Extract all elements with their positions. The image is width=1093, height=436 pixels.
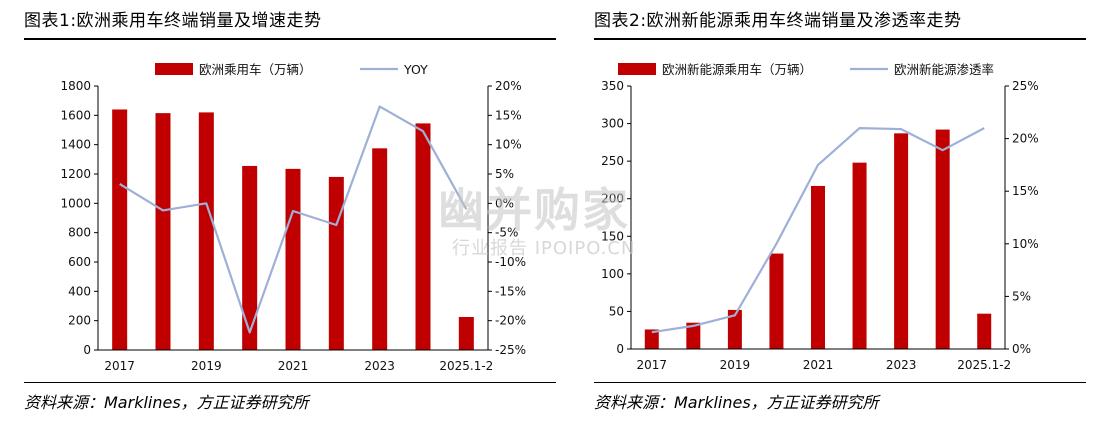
y-right-tick-label: 15% [495,108,522,122]
y-left-tick-label: 300 [601,117,624,131]
y-left-tick-label: 150 [601,229,624,243]
chart-source: 资料来源：Marklines，方正证券研究所 [24,393,309,412]
bar-2024 [935,129,950,349]
x-tick-label: 2019 [191,359,222,373]
legend-bar-swatch [155,63,193,75]
y-right-tick-label: 10% [495,138,522,152]
chart-panel-2: 图表2:欧洲新能源乘用车终端销量及渗透率走势 0 50 100 150 200 250 30… [570,0,1093,436]
bar-2023 [894,133,909,349]
y-right-tick-label: 0% [1012,342,1031,356]
x-tick-label: 2021 [803,358,834,372]
y-left-tick-label: 1800 [60,79,91,93]
line-series-欧洲新能源渗透率 [651,127,985,334]
bar-2022 [852,162,867,349]
y-right-tick-label: -20% [495,314,526,328]
legend-bar-label: 欧洲乘用车（万辆） [199,62,312,77]
legend-bar-label: 欧洲新能源乘用车（万辆） [662,62,812,77]
y-left-tick-label: 50 [609,304,624,318]
y-right-tick-label: 20% [495,79,522,93]
y-right-tick-label: -15% [495,284,526,298]
legend-bar-swatch [618,63,656,75]
y-left-tick-label: 250 [601,154,624,168]
y-left-tick-label: 1400 [60,138,91,152]
y-left-tick-label: 1000 [60,196,91,210]
x-tick-label: 2025.1-2 [957,358,1011,372]
y-right-tick-label: -10% [495,255,526,269]
x-tick-label: 2025.1-2 [439,359,493,373]
bar-2025.1-2 [977,313,992,349]
y-left-tick-label: 400 [68,284,91,298]
y-left-tick-label: 200 [601,192,624,206]
y-left-tick-label: 600 [68,255,91,269]
bar-2023 [372,148,388,350]
combo-chart-europe-nev-sales: 0 50 100 150 200 250 300 350 0% 5% 10% 15% 20% 25% 201… [601,62,1039,372]
y-right-tick-label: 0% [495,196,514,210]
y-right-tick-label: 15% [1012,184,1039,198]
x-tick-label: 2019 [720,358,751,372]
y-left-tick-label: 100 [601,267,624,281]
x-tick-label: 2021 [278,359,309,373]
x-tick-label: 2017 [637,358,668,372]
x-tick-label: 2023 [886,358,917,372]
bar-2017 [112,109,128,350]
bar-2021 [811,185,825,349]
y-right-tick-label: 5% [495,167,514,181]
y-left-tick-label: 1200 [60,167,91,181]
y-right-tick-label: 20% [1012,132,1039,146]
chart-panel-1: 图表1:欧洲乘用车终端销量及增速走势 0 200 400 600 800 1000 1200… [24,11,556,412]
title-divider [594,38,1086,40]
y-right-tick-label: 5% [1012,289,1031,303]
bar-2018 [155,113,171,350]
bar-2024 [415,123,431,351]
bar-2020 [769,253,784,349]
y-left-tick-label: 1600 [60,108,91,122]
combo-chart-europe-pv-sales: 0 200 400 600 800 1000 1200 1400 1600 1800 -25% -20… [60,62,526,373]
x-tick-label: 2017 [104,359,135,373]
source-divider [24,382,556,383]
bar-2019 [727,309,742,349]
source-divider [594,382,1086,383]
chart-title: 图表1:欧洲乘用车终端销量及增速走势 [24,11,322,31]
y-left-tick-label: 800 [68,226,91,240]
chart-title: 图表2:欧洲新能源乘用车终端销量及渗透率走势 [594,11,962,31]
bar-2022 [328,176,344,350]
bar-2021 [285,168,301,350]
legend-line-label: 欧洲新能源渗透率 [894,62,994,77]
y-right-tick-label: -25% [495,343,526,357]
x-tick-label: 2023 [364,359,395,373]
bar-2018 [686,322,701,349]
bar-2025.1-2 [458,317,474,350]
y-left-tick-label: 0 [83,343,91,357]
y-left-tick-label: 350 [601,79,624,93]
legend-line-label: YOY [403,62,428,77]
bar-2020 [242,165,258,350]
bar-2017 [644,329,659,349]
y-right-tick-label: 25% [1012,79,1039,93]
y-right-tick-label: -5% [495,226,518,240]
y-right-tick-label: 10% [1012,237,1039,251]
chart-source: 资料来源：Marklines，方正证券研究所 [594,393,879,412]
title-divider [24,38,556,40]
y-left-tick-label: 0 [616,342,624,356]
line-series-YOY [119,105,468,334]
bar-2019 [198,112,214,351]
y-left-tick-label: 200 [68,314,91,328]
